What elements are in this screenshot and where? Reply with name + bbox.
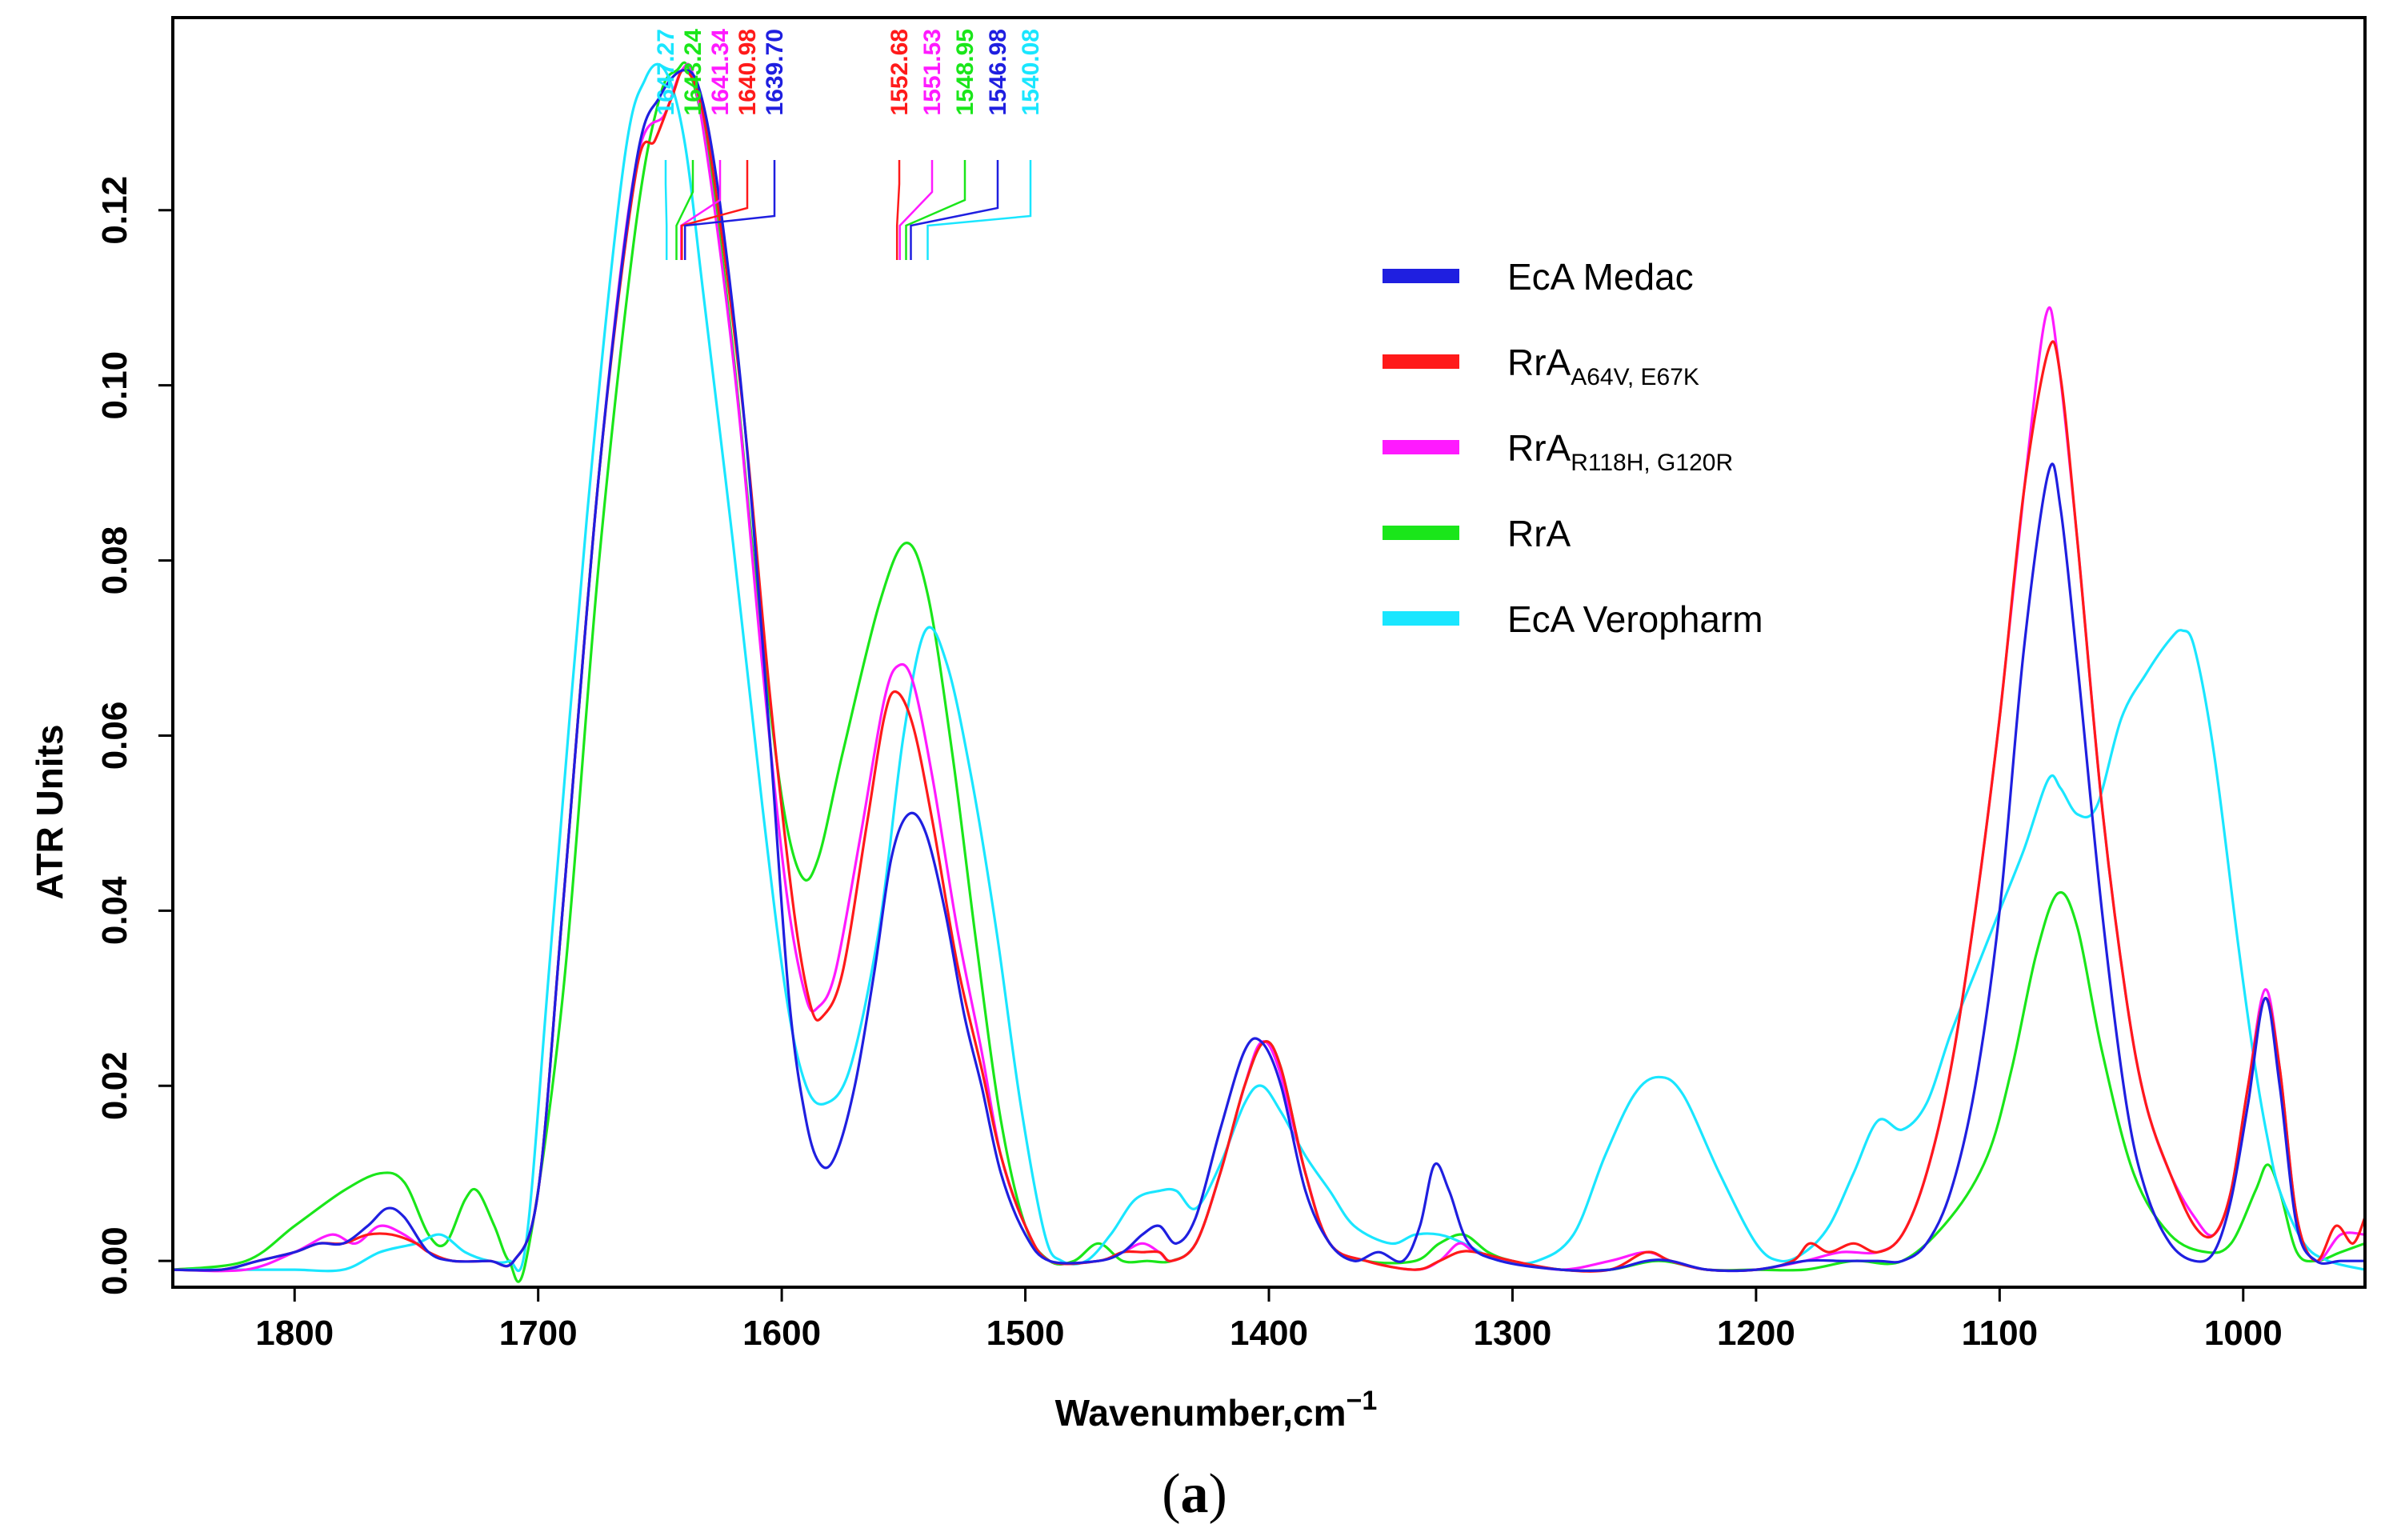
panel-label-close: ): [1209, 1463, 1227, 1525]
series-line-eca-medac: [172, 69, 2365, 1273]
y-tick-label-4: 0.08: [95, 526, 134, 595]
legend-label-rra-r118h-g120r: RrAR118H, G120R: [1507, 427, 1733, 476]
legend-label-rra-a64v-e67k: RrAA64V, E67K: [1507, 342, 1699, 390]
y-tick-label-5: 0.10: [95, 351, 134, 420]
peak-leader-amide-i-3: [681, 160, 749, 260]
peak-leader-amide-ii-0: [895, 160, 901, 260]
x-tick-label-1500: 1500: [986, 1314, 1065, 1353]
peak-label-amide-ii-3: 1546.98: [985, 29, 1011, 115]
peak-label-amide-ii-4: 1540.08: [1018, 29, 1044, 115]
y-tick-label-0: 0.00: [95, 1226, 134, 1295]
legend-swatch-eca-veropharm: [1383, 611, 1459, 626]
peak-label-amide-i-3: 1640.98: [734, 29, 761, 115]
peak-leader-amide-ii-1: [898, 160, 934, 260]
legend-swatch-rra-r118h-g120r: [1383, 440, 1459, 454]
y-tick-label-6: 0.12: [95, 176, 134, 245]
peak-leader-amide-ii-3: [910, 160, 999, 260]
x-tick-label-1200: 1200: [1717, 1314, 1795, 1353]
x-axis-title-main: Wavenumber,cm: [1055, 1392, 1347, 1434]
x-axis-title: Wavenumber,cm−1: [1055, 1386, 1378, 1434]
x-tick-label-1100: 1100: [1962, 1314, 2038, 1353]
panel-label-open: (: [1162, 1463, 1180, 1525]
series-line-rra: [172, 61, 2366, 1283]
panel-label-letter: a: [1181, 1463, 1209, 1525]
peak-label-amide-i-2: 1641.34: [707, 29, 734, 116]
legend-label-rra: RrA: [1507, 513, 1571, 554]
peak-leader-amide-i-4: [683, 160, 776, 260]
y-tick-label-1: 0.02: [95, 1051, 134, 1120]
peak-label-amide-ii-2: 1548.95: [952, 29, 978, 115]
x-tick-label-1400: 1400: [1230, 1314, 1308, 1353]
peak-label-amide-i-0: 1647.27: [653, 29, 679, 115]
series-line-eca-veropharm: [173, 62, 2366, 1273]
peak-leader-amide-i-1: [675, 160, 694, 260]
x-tick-label-1800: 1800: [255, 1314, 334, 1353]
peak-leader-amide-ii-2: [905, 160, 966, 260]
legend-swatch-rra: [1383, 526, 1459, 540]
x-axis-title-sup: −1: [1347, 1386, 1378, 1416]
legend-swatch-rra-a64v-e67k: [1383, 354, 1459, 369]
y-axis-title: ATR Units: [29, 725, 70, 900]
x-tick-label-1300: 1300: [1473, 1314, 1551, 1353]
legend-label-eca-medac: EcA Medac: [1507, 256, 1694, 298]
y-tick-label-3: 0.06: [95, 702, 134, 770]
peak-leader-amide-ii-4: [926, 160, 1032, 260]
x-tick-label-1700: 1700: [499, 1314, 578, 1353]
legend-swatch-eca-medac: [1383, 269, 1459, 283]
series-line-rra-r118h-g120r: [172, 62, 2366, 1273]
peak-label-amide-i-4: 1639.70: [762, 29, 788, 115]
x-tick-label-1600: 1600: [742, 1314, 821, 1353]
peak-label-amide-ii-1: 1551.53: [919, 29, 946, 115]
legend-label-eca-veropharm: EcA Veropharm: [1507, 598, 1763, 640]
peak-label-amide-ii-0: 1552.68: [886, 29, 913, 115]
y-tick-label-2: 0.04: [95, 876, 134, 945]
peak-label-amide-i-1: 1643.24: [680, 29, 706, 116]
panel-label: (a): [1162, 1463, 1227, 1525]
x-tick-label-1000: 1000: [2204, 1314, 2283, 1353]
plot-frame: [171, 16, 2367, 1289]
